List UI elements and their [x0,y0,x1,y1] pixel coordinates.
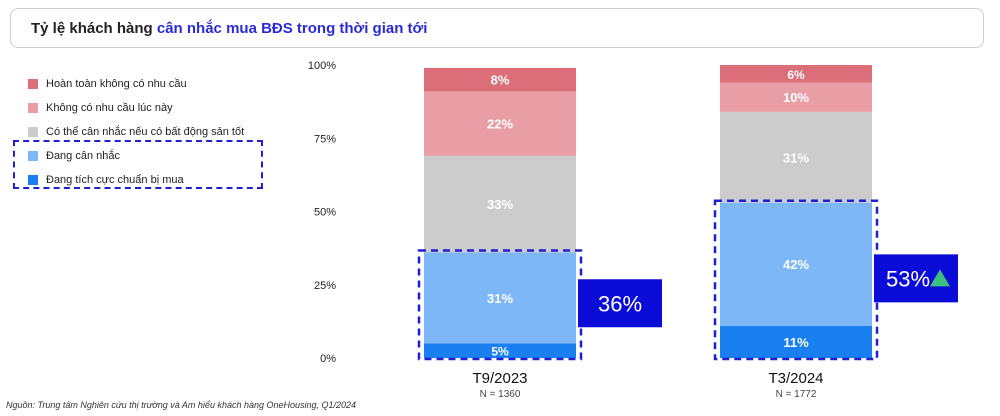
legend-item-maybe: Có thể cân nhắc nếu có bất động sản tốt [28,120,244,144]
legend-swatch [28,175,38,185]
bar-segment [424,343,576,358]
bar-data-label: 42% [783,257,809,272]
legend-swatch [28,103,38,113]
bar-data-label: 31% [487,291,513,306]
y-tick-label: 100% [308,60,336,72]
chart-title: Tỷ lệ khách hàng cân nhắc mua BĐS trong … [10,8,984,48]
bar-segment [720,111,872,203]
x-category-label: T3/2024 [768,370,823,387]
bar-segment [720,202,872,326]
bar-segment [720,82,872,112]
sample-size-label: N = 1772 [776,389,817,400]
legend-swatch [28,127,38,137]
legend-label: Không có nhu cầu lúc này [46,102,173,114]
bar-data-label: 22% [487,117,513,132]
legend-item-actively-preparing: Đang tích cực chuẩn bị mua [28,168,244,192]
trend-up-icon [930,269,950,287]
bar-segment [720,65,872,83]
legend-label: Có thể cân nhắc nếu có bất động sản tốt [46,126,245,138]
callout-value: 53% [886,266,930,291]
title-prefix: Tỷ lệ khách hàng [31,19,153,37]
bar-data-label: 33% [487,197,513,212]
legend-item-considering: Đang cân nhắc [28,144,244,168]
title-highlight: cân nhắc mua BĐS trong thời gian tới [156,19,428,37]
bar-data-label: 8% [491,73,510,88]
legend-swatch [28,79,38,89]
bar-segment [424,252,576,344]
bar-data-label: 10% [783,90,809,105]
bar-segment [424,67,576,92]
bar-data-label: 31% [783,150,809,165]
bar-data-label: 5% [491,345,509,359]
bar-segment [424,91,576,156]
legend-swatch [28,151,38,161]
source-note: Nguồn: Trung tâm Nghiên cứu thị trường v… [6,400,357,410]
y-tick-label: 50% [314,207,336,219]
callout-value: 36% [598,291,642,316]
legend-label: Đang tích cực chuẩn bị mua [46,174,184,186]
legend-label: Đang cân nhắc [46,150,120,162]
x-category-label: T9/2023 [472,370,527,387]
y-tick-label: 0% [320,353,336,365]
legend: Hoàn toàn không có nhu cầu Không có nhu … [28,72,244,192]
bar-data-label: 6% [787,68,805,82]
bar-data-label: 11% [783,335,809,350]
sample-size-label: N = 1360 [480,389,521,400]
legend-label: Hoàn toàn không có nhu cầu [46,78,187,90]
y-tick-label: 25% [314,280,336,292]
callout-box [578,279,662,328]
y-tick-label: 75% [314,133,336,145]
legend-item-not-needed-at-all: Hoàn toàn không có nhu cầu [28,72,244,96]
legend-item-not-now: Không có nhu cầu lúc này [28,96,244,120]
bar-segment [720,325,872,358]
bar-segment [424,155,576,253]
legend-highlight-box [13,140,263,189]
